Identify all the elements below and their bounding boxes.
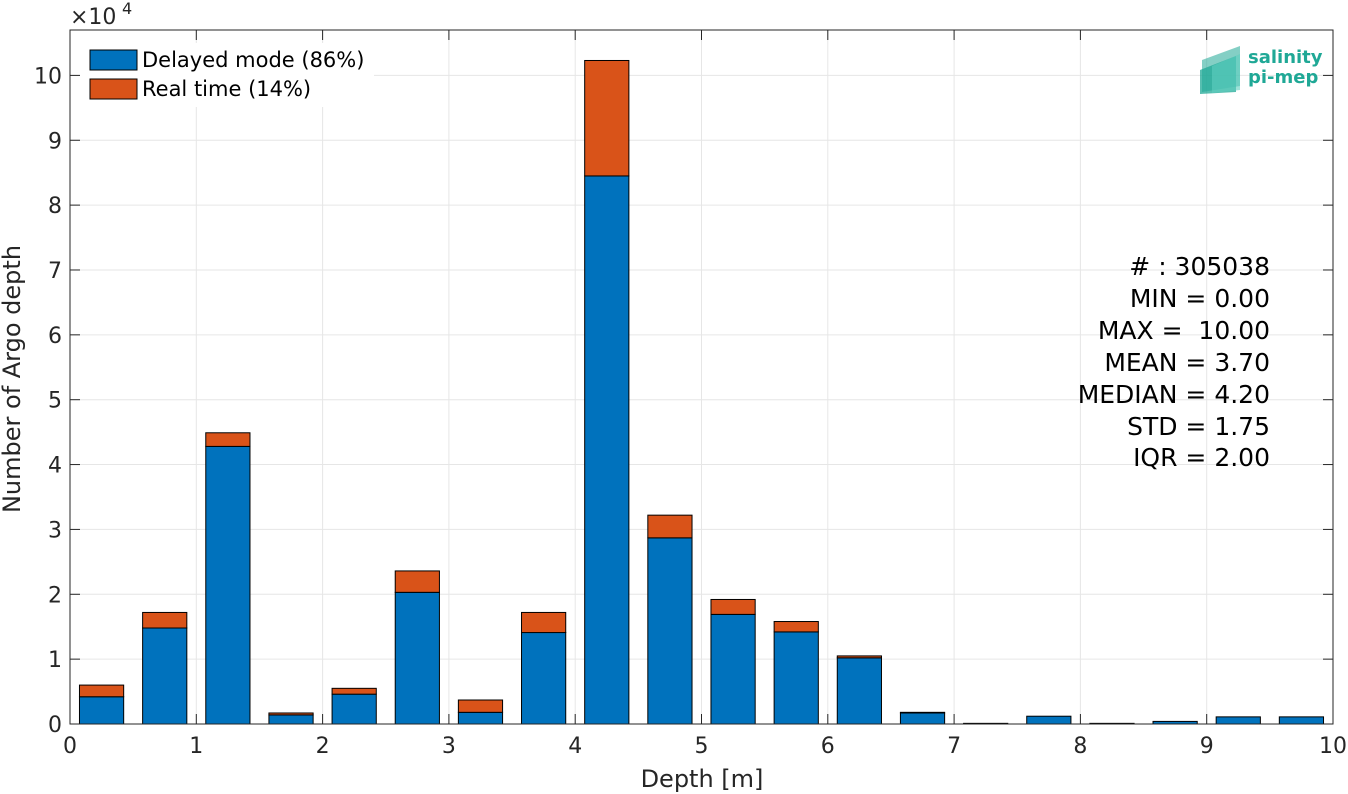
salinity-pimep-logo: salinity pi-mep bbox=[1200, 46, 1323, 94]
bar-delayed-mode bbox=[457, 711, 504, 725]
bar-delayed-mode bbox=[1026, 715, 1072, 725]
grid-lines bbox=[69, 30, 1334, 725]
logo-line1: salinity bbox=[1248, 47, 1323, 68]
logo-line2: pi-mep bbox=[1248, 67, 1318, 88]
bar-real-time bbox=[394, 570, 440, 593]
bar-real-time bbox=[78, 684, 125, 698]
legend: Delayed mode (86%) Real time (14%) bbox=[80, 43, 374, 107]
bar-real-time bbox=[836, 655, 882, 659]
bar-delayed-mode bbox=[773, 631, 819, 725]
bar-delayed-mode bbox=[710, 613, 756, 725]
stat-std: STD = 1.75 bbox=[1127, 412, 1270, 441]
bar-real-time bbox=[773, 621, 819, 633]
bar-real-time bbox=[331, 687, 377, 695]
y-axis-label: Number of Argo depth bbox=[0, 245, 26, 513]
x-tick-label: 2 bbox=[316, 734, 330, 759]
y-tick-label: 8 bbox=[48, 194, 62, 219]
x-tick-label: 8 bbox=[1073, 734, 1087, 759]
bar-delayed-mode bbox=[584, 175, 630, 725]
bars bbox=[78, 59, 1325, 725]
stat-max: MAX = 10.00 bbox=[1098, 316, 1270, 345]
bar-delayed-mode bbox=[205, 445, 251, 725]
bar-delayed-mode bbox=[647, 537, 693, 725]
y-tick-label: 3 bbox=[48, 518, 62, 543]
y-tick-labels: 0 1 2 3 4 5 6 7 8 9 10 bbox=[34, 64, 62, 738]
x-tick-label: 10 bbox=[1319, 734, 1347, 759]
y-tick-label: 4 bbox=[48, 454, 62, 479]
ticks bbox=[69, 30, 1334, 725]
y-tick-label: 10 bbox=[34, 64, 62, 89]
legend-swatch-delayed-mode bbox=[89, 49, 138, 71]
legend-swatch-real-time bbox=[89, 78, 138, 100]
x-tick-label: 0 bbox=[63, 734, 77, 759]
x-tick-label: 4 bbox=[568, 734, 582, 759]
bar-real-time bbox=[647, 514, 693, 539]
y-tick-label: 5 bbox=[48, 389, 62, 414]
bar-delayed-mode bbox=[836, 657, 882, 725]
x-tick-label: 5 bbox=[695, 734, 709, 759]
legend-label-delayed-mode: Delayed mode (86%) bbox=[142, 48, 364, 72]
x-tick-label: 1 bbox=[189, 734, 203, 759]
x-axis-label: Depth [m] bbox=[641, 765, 764, 793]
x-tick-label: 6 bbox=[821, 734, 835, 759]
bar-delayed-mode bbox=[142, 627, 188, 725]
bar-real-time bbox=[268, 712, 314, 716]
y-tick-label: 9 bbox=[48, 129, 62, 154]
wave-logo-icon bbox=[1200, 46, 1240, 94]
bar-real-time bbox=[205, 432, 251, 447]
x-tick-label: 3 bbox=[442, 734, 456, 759]
y-exponent-label: ×10 bbox=[70, 5, 116, 30]
bar-delayed-mode bbox=[78, 696, 125, 725]
bar-real-time bbox=[584, 59, 630, 177]
bar-delayed-mode bbox=[268, 714, 314, 725]
bar-delayed-mode bbox=[521, 632, 567, 725]
legend-label-real-time: Real time (14%) bbox=[142, 77, 311, 101]
x-tick-labels: 0 1 2 3 4 5 6 7 8 9 10 bbox=[63, 734, 1347, 759]
x-tick-label: 7 bbox=[947, 734, 961, 759]
y-tick-label: 6 bbox=[48, 324, 62, 349]
y-tick-label: 1 bbox=[48, 648, 62, 673]
y-tick-label: 0 bbox=[48, 713, 62, 738]
bar-real-time bbox=[142, 611, 188, 629]
bar-delayed-mode bbox=[331, 693, 377, 725]
stat-iqr: IQR = 2.00 bbox=[1133, 443, 1270, 472]
x-tick-label: 9 bbox=[1200, 734, 1214, 759]
bar-real-time bbox=[899, 711, 946, 714]
stat-count: # : 305038 bbox=[1129, 252, 1270, 281]
stat-min: MIN = 0.00 bbox=[1130, 284, 1270, 313]
bar-delayed-mode bbox=[1215, 716, 1261, 725]
bar-real-time bbox=[710, 598, 756, 615]
bar-real-time bbox=[457, 699, 504, 713]
bar-delayed-mode bbox=[1278, 716, 1325, 725]
y-exponent-power: 4 bbox=[122, 0, 132, 18]
stat-mean: MEAN = 3.70 bbox=[1104, 348, 1270, 377]
stat-median: MEDIAN = 4.20 bbox=[1078, 380, 1270, 409]
y-tick-label: 2 bbox=[48, 583, 62, 608]
y-tick-label: 7 bbox=[48, 259, 62, 284]
bar-real-time bbox=[521, 611, 567, 634]
bar-delayed-mode bbox=[899, 712, 946, 725]
bar-delayed-mode bbox=[394, 591, 440, 725]
statistics-box: # : 305038 MIN = 0.00 MAX = 10.00 MEAN =… bbox=[1078, 252, 1270, 472]
